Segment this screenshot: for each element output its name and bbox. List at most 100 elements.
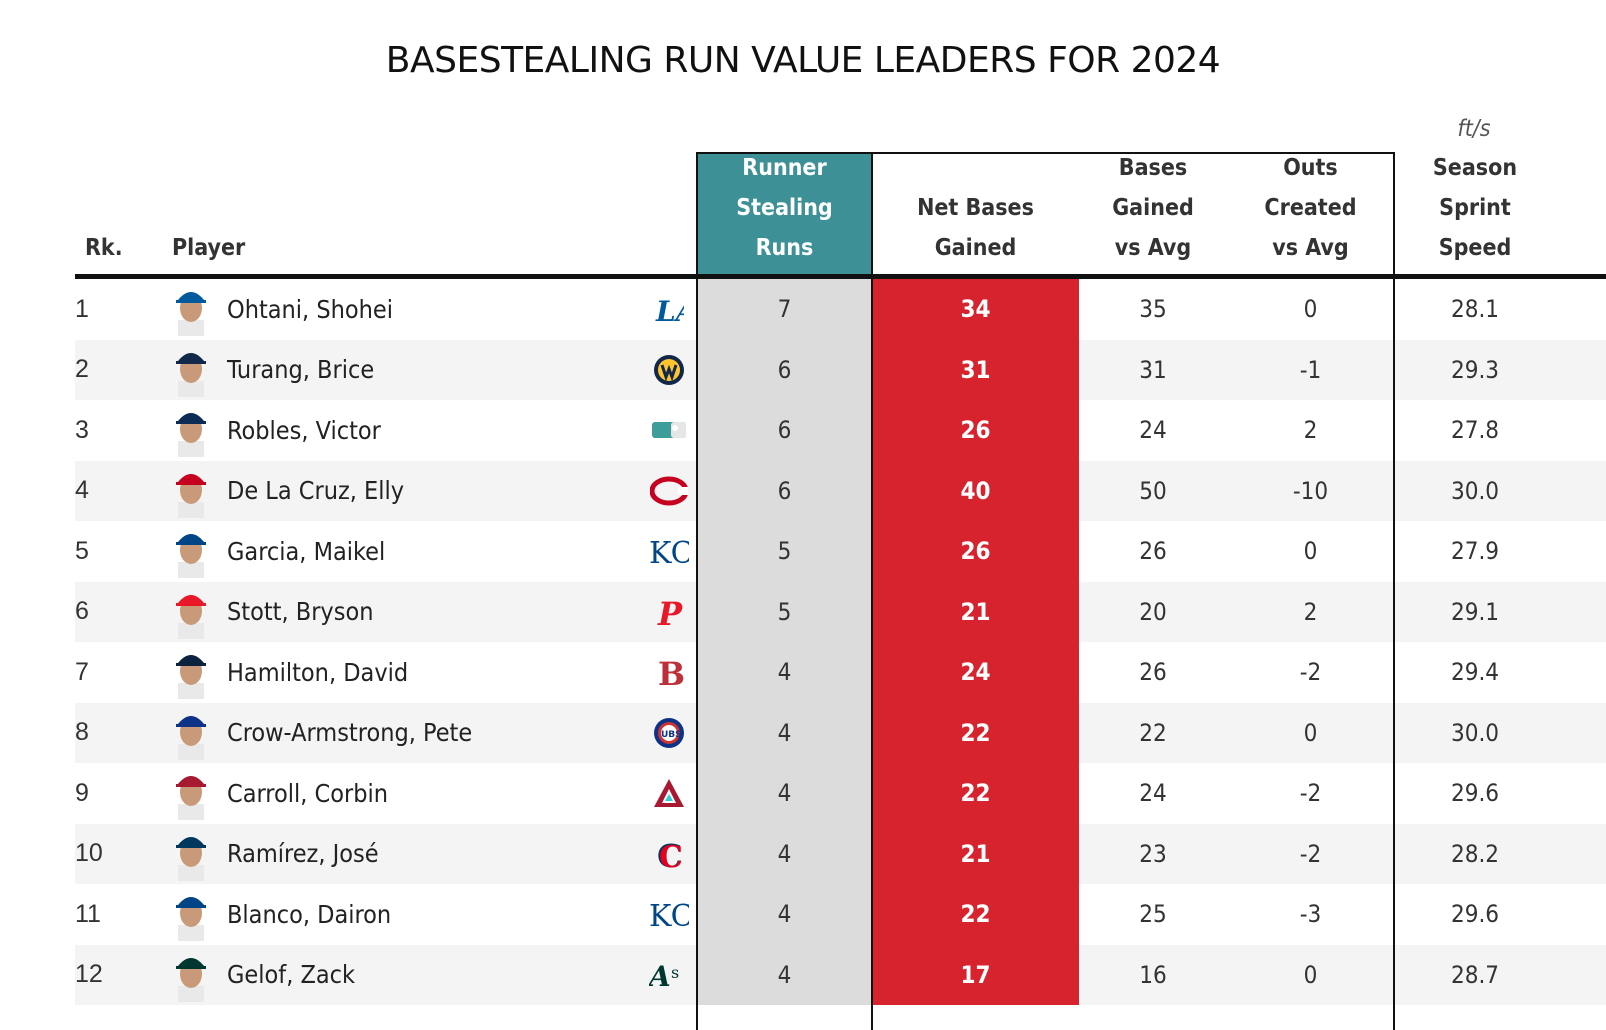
player-headshot [172, 887, 210, 941]
header-divider [75, 274, 1606, 279]
header-oca-line-1: Outs [1283, 155, 1338, 181]
net-bases-gained-cell: 34 [872, 279, 1079, 340]
player-headshot [172, 827, 210, 881]
player-headshot [172, 464, 210, 518]
reds-logo [647, 471, 691, 511]
table-row[interactable]: 9 Carroll, Corbin 4 22 24 -2 29.6 [75, 763, 1606, 824]
svg-text:C: C [657, 837, 682, 872]
player-name[interactable]: Turang, Brice [227, 355, 375, 385]
net-bases-gained-cell: 22 [872, 702, 1079, 763]
table-row[interactable]: 1 Ohtani, Shohei LA 734 35 0 28.1 [75, 279, 1606, 340]
outs-created-vs-avg-cell: -2 [1299, 839, 1322, 868]
rank-cell: 7 [75, 657, 89, 686]
rank-cell: 5 [75, 536, 89, 565]
header-rsr-line-1: Runner [742, 155, 827, 181]
player-name[interactable]: Gelof, Zack [227, 960, 356, 990]
header-oca-line-3: vs Avg [1272, 235, 1349, 261]
header-outs-created-vs-avg[interactable]: Outs Created vs Avg [1227, 152, 1394, 274]
player-name[interactable]: Robles, Victor [227, 415, 381, 445]
player-name[interactable]: Carroll, Corbin [227, 778, 389, 808]
table-row[interactable]: 8 Crow-Armstrong, Pete UBS 4 22 22 0 30.0 [75, 702, 1606, 763]
header-player[interactable]: Player [172, 235, 246, 261]
bases-gained-vs-avg-cell: 23 [1139, 839, 1167, 868]
player-name[interactable]: Ohtani, Shohei [227, 294, 393, 324]
header-bga-line-1: Bases [1118, 155, 1188, 181]
net-bases-gained-cell: 17 [872, 944, 1079, 1005]
runner-stealing-runs-cell: 6 [697, 460, 872, 521]
box-border-left [696, 152, 698, 1030]
rank-cell: 6 [75, 597, 89, 626]
table-row[interactable]: 6 Stott, Bryson P 5 21 20 2 29.1 [75, 581, 1606, 642]
table-row[interactable]: 11 Blanco, Dairon KC 4 22 25 -3 29.6 [75, 884, 1606, 945]
net-bases-gained-cell: 24 [872, 642, 1079, 703]
player-name[interactable]: Stott, Bryson [227, 597, 374, 627]
svg-text:A: A [649, 960, 671, 992]
sprint-speed-cell: 29.1 [1450, 597, 1500, 626]
player-name[interactable]: Garcia, Maikel [227, 536, 386, 566]
net-bases-gained-cell: 22 [872, 884, 1079, 945]
svg-text:KC: KC [649, 899, 689, 932]
rank-cell: 2 [75, 355, 89, 384]
rank-cell: 11 [75, 899, 101, 928]
sprint-speed-cell: 28.2 [1450, 839, 1500, 868]
outs-created-vs-avg-cell: 0 [1303, 718, 1318, 747]
player-name[interactable]: Ramírez, José [227, 839, 379, 869]
table-row[interactable]: 5 Garcia, Maikel KC 5 26 26 0 27.9 [75, 521, 1606, 582]
sprint-speed-cell: 27.8 [1450, 416, 1500, 445]
box-border-top [696, 152, 1395, 154]
royals-logo: KC [647, 894, 691, 934]
table-row[interactable]: 3 Robles, Victor 6 26 24 2 27.8 [75, 400, 1606, 461]
header-rank[interactable]: Rk. [85, 235, 123, 261]
mlb-logo [647, 410, 691, 450]
player-name[interactable]: Crow-Armstrong, Pete [227, 718, 473, 748]
rank-cell: 10 [75, 839, 103, 868]
header-bga-line-3: vs Avg [1114, 235, 1192, 261]
sprint-speed-cell: 30.0 [1450, 476, 1500, 505]
rank-cell: 9 [75, 778, 89, 807]
header-bga-line-2: Gained [1112, 195, 1194, 221]
net-bases-gained-cell: 22 [872, 763, 1079, 824]
rank-cell: 12 [75, 960, 103, 989]
bases-gained-vs-avg-cell: 22 [1139, 718, 1167, 747]
player-name[interactable]: Hamilton, David [227, 657, 409, 687]
net-bases-gained-cell: 26 [872, 521, 1079, 582]
header-spd-line-3: Speed [1438, 235, 1512, 261]
player-name[interactable]: Blanco, Dairon [227, 899, 392, 929]
outs-created-vs-avg-cell: 0 [1303, 960, 1318, 989]
player-name[interactable]: De La Cruz, Elly [227, 476, 405, 506]
sprint-speed-cell: 29.6 [1450, 779, 1500, 808]
outs-created-vs-avg-cell: -10 [1292, 476, 1329, 505]
red-sox-logo: B [647, 652, 691, 692]
rank-cell: 3 [75, 415, 89, 444]
royals-logo: KC [647, 531, 691, 571]
bases-gained-vs-avg-cell: 50 [1139, 476, 1167, 505]
header-bases-gained-vs-avg[interactable]: Bases Gained vs Avg [1079, 152, 1227, 274]
table-row[interactable]: 10 Ramírez, José C C 4 21 23 -2 28.2 [75, 823, 1606, 884]
table-row[interactable]: 7 Hamilton, David B 4 24 26 -2 29.4 [75, 642, 1606, 703]
header-season-sprint-speed[interactable]: Season Sprint Speed [1394, 152, 1556, 274]
header-net-bases-gained[interactable]: Net Bases Gained [872, 152, 1079, 274]
rank-cell: 1 [75, 294, 89, 323]
player-headshot [172, 766, 210, 820]
runner-stealing-runs-cell: 4 [697, 823, 872, 884]
outs-created-vs-avg-cell: 2 [1303, 597, 1318, 626]
runner-stealing-runs-cell: 4 [697, 642, 872, 703]
bases-gained-vs-avg-cell: 31 [1139, 355, 1167, 384]
header-spd-line-1: Season [1432, 155, 1518, 181]
header-runner-stealing-runs[interactable]: Runner Stealing Runs [697, 152, 872, 274]
rsr-column-divider [871, 152, 873, 1030]
runner-stealing-runs-cell: 4 [697, 763, 872, 824]
bases-gained-vs-avg-cell: 26 [1139, 537, 1167, 566]
rank-cell: 4 [75, 476, 89, 505]
table-row[interactable]: 4 De La Cruz, Elly 6 40 50 -10 30.0 [75, 460, 1606, 521]
svg-text:s: s [671, 963, 679, 982]
table-row[interactable]: 2 Turang, Brice 6 31 31 -1 29.3 [75, 339, 1606, 400]
svg-text:UBS: UBS [661, 730, 682, 740]
runner-stealing-runs-cell: 7 [697, 279, 872, 340]
player-headshot [172, 403, 210, 457]
player-headshot [172, 645, 210, 699]
header-rsr-line-3: Runs [755, 235, 814, 261]
